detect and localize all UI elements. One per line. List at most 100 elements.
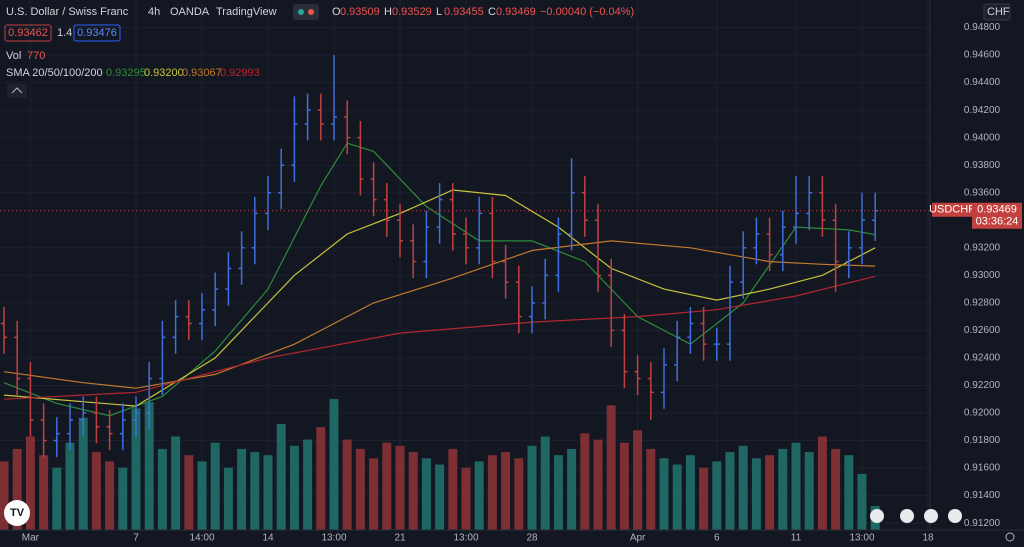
currency-select[interactable] (983, 3, 1011, 21)
volume-bar (25, 436, 35, 530)
y-tick-label: 0.93600 (964, 187, 1001, 198)
volume-bar (408, 452, 418, 530)
volume-bar (553, 455, 563, 530)
volume-bar (448, 448, 458, 530)
sma-last: 0.93067 (182, 67, 222, 79)
x-tick-label: 28 (526, 533, 538, 544)
y-tick-label: 0.92400 (964, 353, 1001, 364)
y-tick-label: 0.94800 (964, 22, 1001, 33)
volume-bar (39, 455, 49, 530)
settings-icon[interactable] (1005, 532, 1015, 542)
flag[interactable] (948, 509, 962, 523)
volume-bar (791, 442, 801, 530)
volume-bar (580, 433, 590, 530)
volume-bar (105, 461, 115, 530)
volume-bar (276, 424, 286, 530)
readout-value: 0.93509 (340, 6, 380, 18)
x-tick-label: 21 (394, 533, 406, 544)
volume-bar (237, 448, 247, 530)
volume-bar (817, 436, 827, 530)
x-tick-label: Mar (22, 533, 40, 544)
y-tick-label: 0.94600 (964, 50, 1001, 61)
y-tick-label: 0.92800 (964, 297, 1001, 308)
y-tick-label: 0.91800 (964, 435, 1001, 446)
volume-bar (0, 461, 9, 530)
volume-bar (355, 448, 365, 530)
volume-bar (369, 458, 379, 530)
indicator-toggle[interactable] (293, 4, 319, 20)
readout-label: L (436, 6, 442, 18)
volume-bar (474, 461, 484, 530)
volume-bar (52, 467, 62, 530)
collapse-icon (11, 87, 23, 94)
x-tick-label: 14 (262, 533, 274, 544)
volume-bar (831, 448, 841, 530)
volume-bar (633, 430, 643, 530)
sma-last: 0.93295 (106, 67, 146, 79)
volume-bar (316, 427, 326, 530)
volume-bar (712, 461, 722, 530)
volume-bar (567, 448, 577, 530)
symbol: U.S. Dollar / Swiss Franc (6, 6, 129, 18)
sell-button[interactable] (4, 24, 52, 42)
x-tick-label: 13:00 (849, 533, 874, 544)
readout-value: 0.93469 (496, 6, 536, 18)
volume-bar (78, 417, 88, 530)
price-bars (1, 55, 879, 458)
volume-bar (619, 442, 629, 530)
volume-bar (157, 448, 167, 530)
sma-title: SMA 20/50/100/200 (6, 67, 103, 79)
symbol-tag-label: USDCHF (929, 204, 975, 216)
volume-bar (289, 445, 299, 530)
y-tick-label: 0.94400 (964, 77, 1001, 88)
readout-value: 0.93529 (392, 6, 432, 18)
volume-bar (342, 439, 352, 530)
readout-label: C (488, 6, 496, 18)
volume-bar (804, 452, 814, 530)
volume-bar (738, 445, 748, 530)
flag[interactable] (900, 509, 914, 523)
volume-bar (646, 448, 656, 530)
volume-bar (131, 408, 141, 530)
volume-bar (118, 467, 128, 530)
currency: CHF (987, 6, 1010, 18)
sma-line (3, 189, 876, 407)
x-tick-label: 11 (791, 533, 802, 544)
volume-bar (184, 455, 194, 530)
volume-bar (250, 452, 260, 530)
sma-line (3, 142, 876, 417)
volume-bar (395, 445, 405, 530)
volume-bar (197, 461, 207, 530)
volume-bar (725, 452, 735, 530)
buy-button[interactable] (73, 24, 121, 42)
readout-label: O (332, 6, 341, 18)
volume-bar (672, 464, 682, 530)
flag[interactable] (924, 509, 938, 523)
volume-bar (751, 458, 761, 530)
readout-value: 0.93455 (444, 6, 484, 18)
collapse-button[interactable] (7, 84, 27, 98)
countdown: 03:36:24 (976, 216, 1019, 228)
y-tick-label: 0.91600 (964, 463, 1001, 474)
volume-bar (263, 455, 273, 530)
volume-bar (144, 402, 154, 530)
x-tick-label: 7 (133, 533, 139, 544)
y-tick-label: 0.94200 (964, 105, 1001, 116)
event-flags (870, 509, 962, 523)
readout-label: H (384, 6, 392, 18)
x-tick-label: Apr (630, 533, 646, 544)
volume-bar (685, 455, 695, 530)
y-tick-label: 0.91200 (964, 518, 1001, 529)
y-tick-label: 0.94000 (964, 132, 1001, 143)
logo (4, 500, 30, 526)
sma-last: 0.93200 (144, 67, 184, 79)
volume-bar (329, 399, 339, 530)
axes: 0.94800 0.94600 0.94400 0.94200 0.94000 0.938… (0, 22, 1022, 544)
volume-last: 770 (27, 50, 45, 62)
volume-bar (765, 455, 775, 530)
volume-bar (501, 452, 511, 530)
flag[interactable] (870, 509, 884, 523)
